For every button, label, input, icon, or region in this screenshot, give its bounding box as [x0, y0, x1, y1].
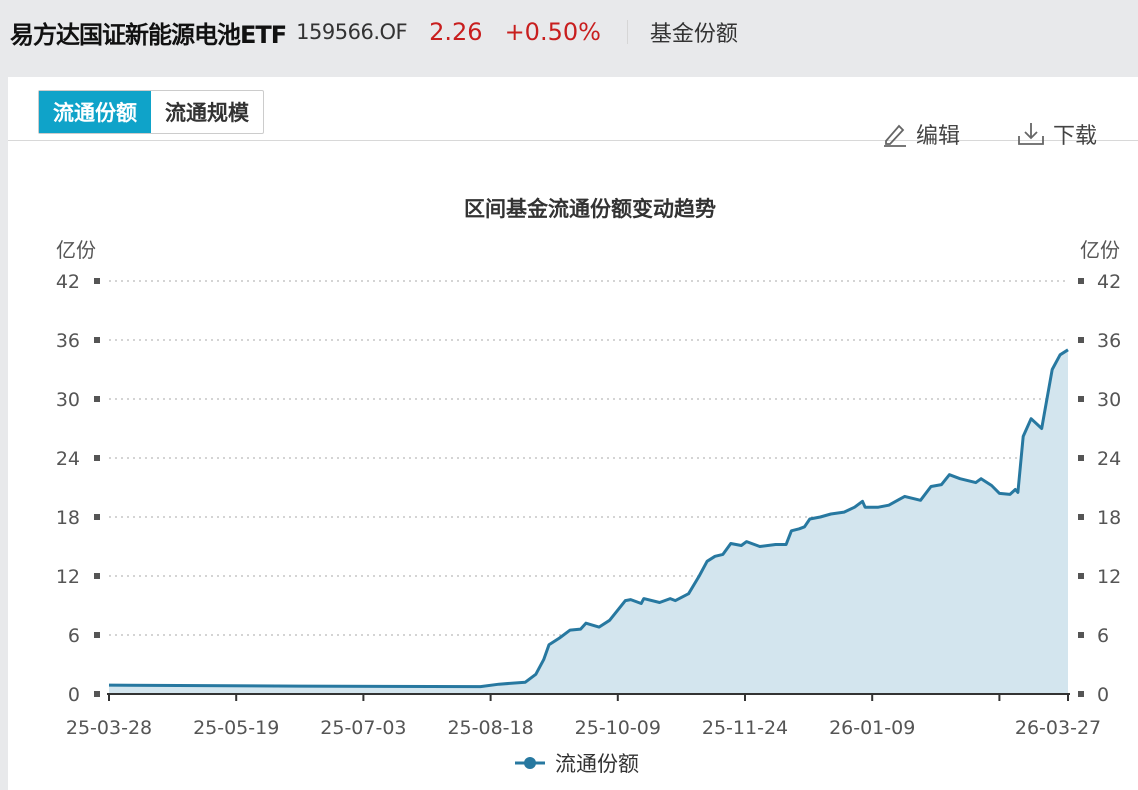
divider: [8, 140, 1138, 141]
pencil-icon: [884, 124, 906, 147]
chart-card: 流通份额 流通规模: [8, 77, 1138, 790]
edit-button[interactable]: 编辑: [882, 118, 960, 150]
fund-change: +0.50%: [504, 18, 601, 46]
tab-group: 流通份额 流通规模: [38, 90, 264, 134]
tab-circulating-shares[interactable]: 流通份额: [39, 91, 151, 133]
divider: [626, 20, 628, 44]
section-title: 基金份额: [649, 22, 738, 47]
download-icon: [1018, 123, 1044, 145]
tab-circulating-scale[interactable]: 流通规模: [165, 101, 249, 125]
fund-price: 2.26: [429, 18, 483, 46]
fund-header: 易方达国证新能源电池ETF 159566.OF 2.26 +0.50% 基金份额: [10, 14, 738, 50]
edit-label: 编辑: [916, 124, 961, 149]
fund-code: 159566.OF: [296, 20, 408, 44]
fund-name: 易方达国证新能源电池ETF: [10, 20, 287, 49]
download-label: 下载: [1053, 124, 1098, 149]
download-button[interactable]: 下载: [1017, 118, 1097, 150]
